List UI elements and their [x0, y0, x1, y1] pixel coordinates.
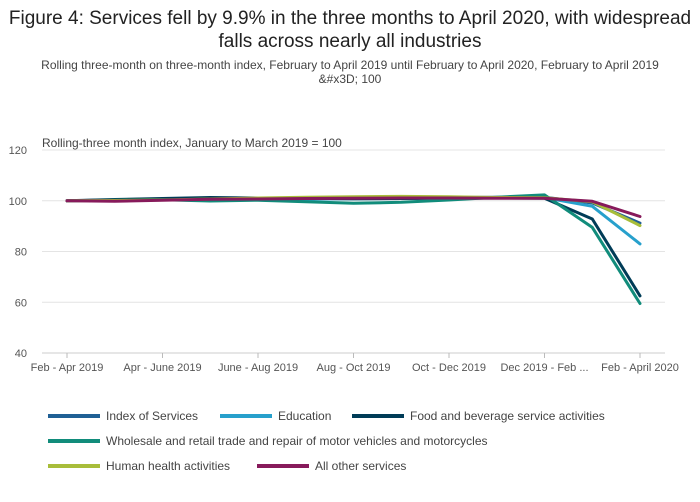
y-tick-labels: 40 60 80 100 120 — [9, 145, 27, 360]
x-axis: Feb - Apr 2019 Apr - June 2019 June - Aug … — [31, 353, 679, 374]
x-tick-label: June - Aug 2019 — [218, 362, 298, 374]
x-tick-label: Feb - April 2020 — [601, 362, 679, 374]
y-tick-label: 60 — [15, 297, 27, 309]
chart-subtitle: Rolling three-month on three-month index… — [41, 58, 659, 86]
y-tick-label: 40 — [15, 348, 27, 360]
legend-label: Food and beverage service activities — [410, 409, 605, 423]
y-tick-label: 100 — [9, 196, 27, 208]
chart-title: Figure 4: Services fell by 9.9% in the t… — [8, 8, 692, 52]
y-tick-label: 120 — [9, 145, 27, 157]
series-line-2 — [65, 196, 642, 298]
legend-label: Education — [278, 409, 331, 423]
series-line-3 — [65, 193, 642, 305]
y-tick-label: 80 — [15, 247, 27, 259]
x-tick-label: Apr - June 2019 — [123, 362, 201, 374]
x-tick-label: Aug - Oct 2019 — [317, 362, 391, 374]
series-line-5 — [65, 196, 642, 218]
x-tick-label: Dec 2019 - Feb ... — [500, 362, 588, 374]
series-lines — [65, 193, 642, 305]
y-axis-label: Rolling-three month index, January to Ma… — [42, 136, 342, 150]
legend-label: All other services — [315, 459, 406, 473]
legend-label: Wholesale and retail trade and repair of… — [106, 434, 488, 448]
x-tick-label: Oct - Dec 2019 — [412, 362, 486, 374]
gridlines — [42, 149, 665, 354]
legend-label: Human health activities — [106, 459, 230, 473]
x-tick-label: Feb - Apr 2019 — [31, 362, 104, 374]
legend-label: Index of Services — [106, 409, 198, 423]
legend: Index of Services Education Food and bever… — [48, 409, 605, 473]
